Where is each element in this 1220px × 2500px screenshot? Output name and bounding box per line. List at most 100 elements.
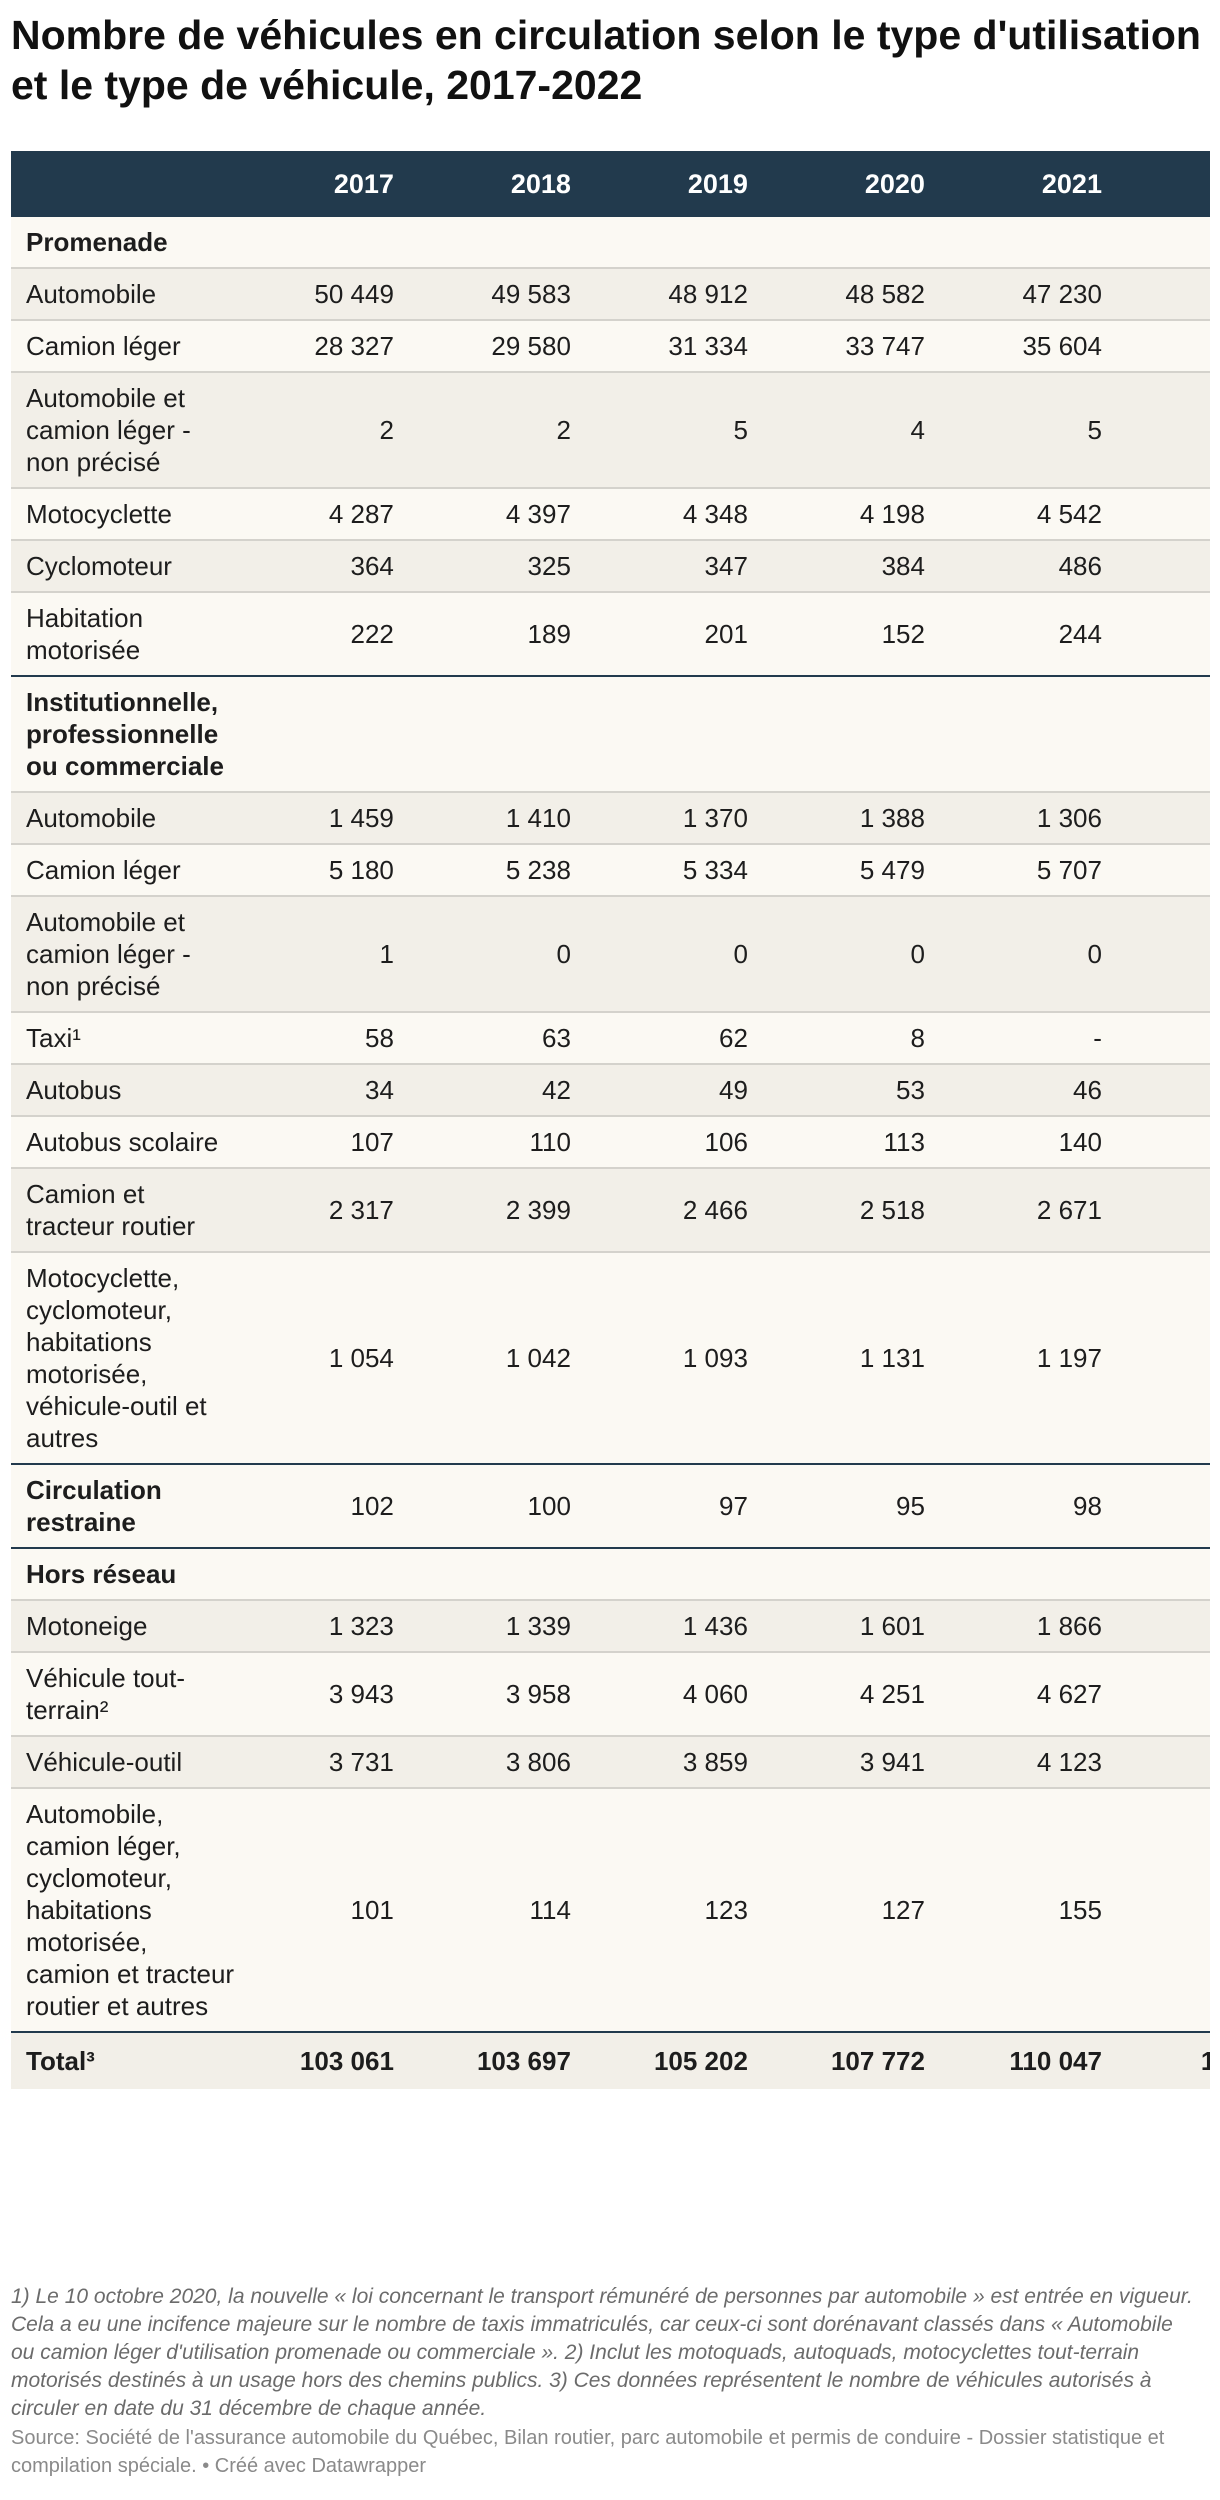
table-cell: 222 — [238, 591, 416, 676]
table-cell: 17 — [1123, 1787, 1210, 2032]
table-cell: 5 — [592, 371, 770, 488]
table-row: Autobus scolaire10711010611314012 — [11, 1115, 1210, 1168]
table-cell — [238, 675, 416, 792]
table-cell — [415, 675, 593, 792]
table-cell: 3 731 — [238, 1735, 416, 1788]
table-cell: 100 — [415, 1463, 593, 1548]
header-row: 2017 2018 2019 2020 2021 2022 — [11, 151, 1210, 217]
table-cell: 34 — [238, 1063, 416, 1116]
table-cell: 1 23 — [1123, 791, 1210, 844]
table-row: Motocyclette, cyclomoteur, habitations m… — [11, 1251, 1210, 1464]
table-cell: 58 — [1123, 539, 1210, 592]
table-cell: 1 370 — [592, 791, 770, 844]
row-label: Véhicule-outil — [11, 1735, 239, 1788]
table-row: Automobile, camion léger, cyclomoteur, h… — [11, 1787, 1210, 2032]
table-cell — [1123, 1011, 1210, 1064]
table-cell — [946, 675, 1124, 792]
table-cell: 1 459 — [238, 791, 416, 844]
row-label: Cyclomoteur — [11, 539, 239, 592]
table-cell: 1 22 — [1123, 1251, 1210, 1464]
table-cell: 3 941 — [769, 1735, 947, 1788]
table-cell: 53 — [769, 1063, 947, 1116]
table-cell: 35 604 — [946, 319, 1124, 372]
table-cell — [1123, 371, 1210, 488]
table-cell: 1 436 — [592, 1599, 770, 1652]
table-cell — [1124, 217, 1210, 268]
row-label: Automobile et camion léger - non précisé — [11, 895, 239, 1012]
table-cell: 1 601 — [769, 1599, 947, 1652]
row-label: Camion et tracteur routier — [11, 1167, 239, 1252]
table-cell — [593, 217, 770, 268]
table-row: Automobile 50 449 49 583 48 912 48 582 47 230… — [11, 267, 1210, 320]
row-label: Automobile, camion léger, cyclomoteur, h… — [11, 1787, 239, 2032]
row-label: Circulation restraine — [11, 1463, 239, 1548]
table-cell: 47 230 — [946, 267, 1124, 320]
table-cell: 46 — [946, 1063, 1124, 1116]
table-row: Véhicule tout-terrain² 3 943 3 958 4 060 4 2… — [11, 1651, 1210, 1736]
total-row: Total³ 103 061 103 697 105 202 107 772 110 04… — [11, 2031, 1210, 2089]
header-cell-year: 2021 — [1041, 168, 1102, 199]
table-cell: 1 410 — [415, 791, 593, 844]
table-cell: 5 479 — [769, 843, 947, 896]
group-header-row: Hors réseau — [11, 1547, 1210, 1600]
table-cell: 4 251 — [769, 1651, 947, 1736]
source-note: Source: Société de l'assurance automobil… — [11, 2427, 1165, 2477]
table-cell: 486 — [946, 539, 1124, 592]
row-label: Automobile et camion léger - non précisé — [11, 371, 239, 488]
table-cell: 3 943 — [238, 1651, 416, 1736]
table-cell — [947, 217, 1124, 268]
table-cell: 29 580 — [415, 319, 593, 372]
table-cell: 140 — [946, 1115, 1124, 1168]
table-cell: 110 047 — [946, 2031, 1124, 2089]
table-cell: 1 042 — [415, 1251, 593, 1464]
table-body: Promenade Automobile 50 449 49 583 48 912 48 … — [11, 217, 1210, 2089]
table-cell: 49 583 — [415, 267, 593, 320]
table-cell — [592, 1547, 770, 1600]
table-cell: 5 707 — [946, 843, 1124, 896]
table-cell: 63 — [415, 1011, 593, 1064]
row-label: Motocyclette, cyclomoteur, habitations m… — [11, 1251, 239, 1464]
table-cell: 0 — [415, 895, 593, 1012]
row-label: Promenade — [26, 227, 168, 257]
table-cell: 384 — [769, 539, 947, 592]
table-cell: 155 — [946, 1787, 1124, 2032]
table-cell: 3 859 — [592, 1735, 770, 1788]
table-cell: 62 — [592, 1011, 770, 1064]
table-cell — [769, 675, 947, 792]
header-cell-label — [11, 151, 239, 217]
table-cell: 1 94 — [1123, 1599, 1210, 1652]
table-cell: 1 306 — [946, 791, 1124, 844]
table-cell: 1 054 — [238, 1251, 416, 1464]
table-cell: 0 — [769, 895, 947, 1012]
row-label: Motoneige — [11, 1599, 239, 1652]
row-label: Automobile — [11, 791, 239, 844]
table-cell: 0 — [592, 895, 770, 1012]
table-cell: 1 131 — [769, 1251, 947, 1464]
table-cell: 4 348 — [592, 487, 770, 540]
table-cell — [1123, 1547, 1210, 1600]
table-cell: 98 — [946, 1463, 1124, 1548]
table-cell: 3 806 — [415, 1735, 593, 1788]
table-cell: 2 399 — [415, 1167, 593, 1252]
table-cell: 4 74 — [1123, 1651, 1210, 1736]
table-cell: 42 — [415, 1063, 593, 1116]
table-row: Cyclomoteur36432534738448658 — [11, 539, 1210, 592]
row-label: Hors réseau — [11, 1547, 239, 1600]
table-row: Taxi¹ 58 63 62 8- — [11, 1011, 1210, 1064]
table-cell — [946, 1547, 1124, 1600]
row-label: Habitation motorisée — [11, 591, 239, 676]
table-cell: 2 — [238, 371, 416, 488]
footnotes: 1) Le 10 octobre 2020, la nouvelle « loi… — [11, 2285, 1193, 2420]
table-cell: 123 — [592, 1787, 770, 2032]
table-cell — [770, 217, 947, 268]
table-cell: 152 — [769, 591, 947, 676]
table-cell: 189 — [415, 591, 593, 676]
row-label: Institutionnelle, professionnelle ou com… — [11, 675, 239, 792]
table-cell — [1123, 675, 1210, 792]
table-cell: 36 44 — [1123, 319, 1210, 372]
